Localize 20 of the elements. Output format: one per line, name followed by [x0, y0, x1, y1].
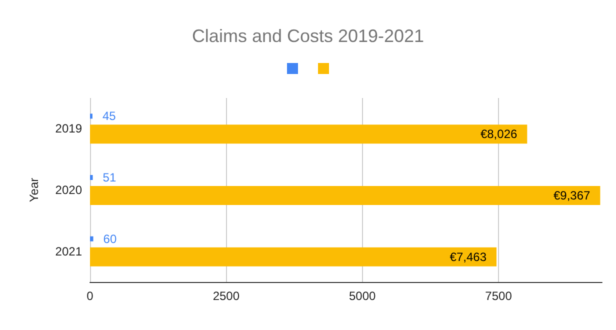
data-label: 45: [102, 109, 116, 124]
y-tick-label: 2020: [55, 183, 82, 197]
data-label: 51: [102, 170, 116, 184]
bar: [90, 236, 94, 242]
data-label: 60: [103, 232, 117, 246]
x-tick-label: 7500: [485, 289, 512, 303]
data-label: €8,026: [480, 127, 518, 142]
bar: [90, 247, 496, 266]
y-axis-title: Year: [27, 178, 41, 202]
data-label: €7,463: [450, 250, 487, 264]
bar: [90, 175, 93, 180]
chart-title: Claims and Costs 2019-2021: [192, 26, 424, 46]
x-tick-label: 5000: [348, 289, 376, 303]
x-tick-label: 2500: [212, 289, 240, 303]
x-tick-label: 0: [86, 289, 94, 303]
bar: [90, 186, 600, 205]
data-label: €9,367: [554, 188, 591, 202]
y-tick-label: 2019: [55, 122, 82, 136]
bar: [90, 124, 528, 144]
y-tick-label: 2021: [55, 244, 82, 258]
